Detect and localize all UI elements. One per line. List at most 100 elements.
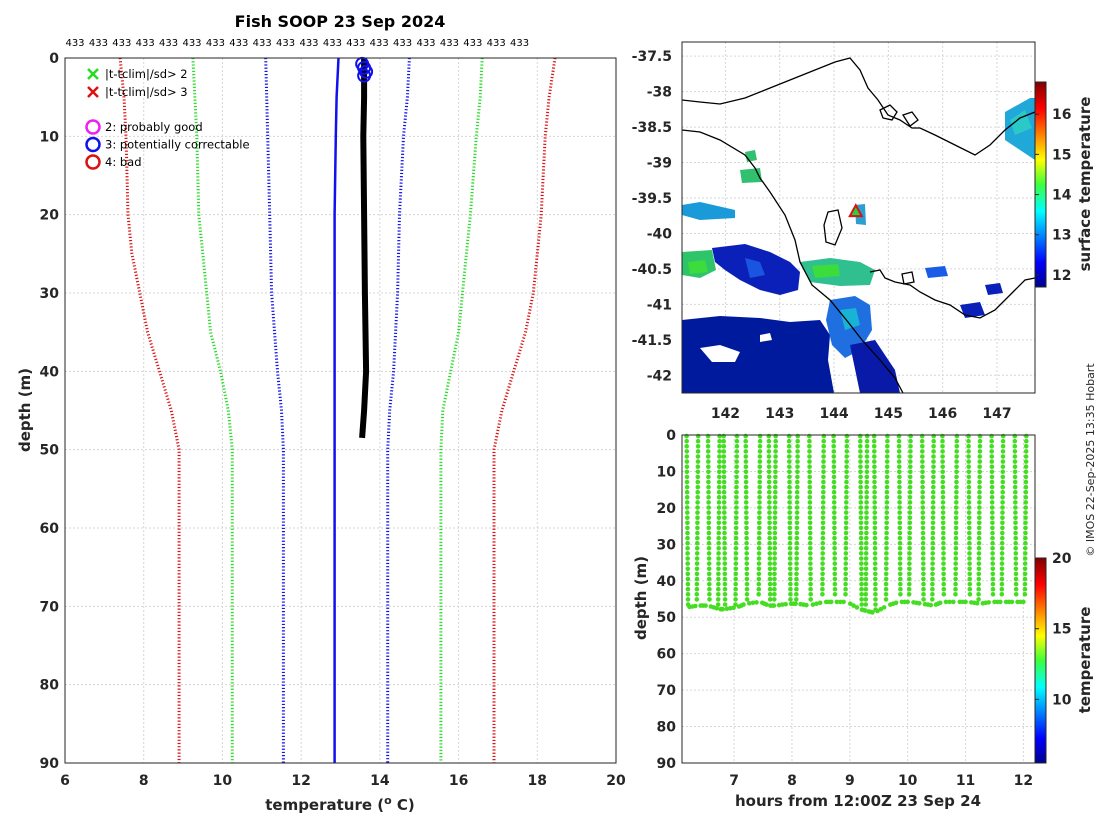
timeseries-point [843, 551, 849, 556]
timeseries-point [896, 444, 902, 449]
timeseries-point [716, 535, 721, 541]
timeseries-point [685, 510, 690, 515]
timeseries-point [744, 566, 750, 572]
timeseries-point [864, 489, 869, 495]
timeseries-point [703, 603, 708, 608]
timeseries-point [685, 561, 690, 566]
timeseries-point [717, 469, 722, 475]
timeseries-point [1022, 571, 1028, 577]
timeseries-point [920, 459, 925, 464]
timeseries-point [843, 515, 849, 520]
timeseries-point [907, 566, 912, 572]
timeseries-point [844, 433, 850, 439]
timeseries-point [966, 479, 972, 485]
legend-circle-marker [85, 154, 101, 170]
timeseries-point [694, 581, 700, 587]
timeseries-point [908, 454, 913, 459]
timeseries-point [897, 500, 902, 505]
timeseries-point [685, 576, 691, 582]
timeseries-point [884, 535, 889, 541]
timeseries-point [907, 515, 913, 520]
timeseries-point [859, 602, 864, 607]
timeseries-point [843, 592, 848, 597]
credit-text: © IMOS 22-Sep-2025 13:35 Hobart [1084, 363, 1097, 557]
timeseries-point [716, 551, 721, 556]
timeseries-point [863, 597, 869, 602]
timeseries-point [721, 464, 727, 470]
timeseries-point [919, 433, 925, 439]
timeseries-point [716, 510, 722, 515]
timeseries-point [1000, 520, 1005, 526]
timeseries-ytick-label: 0 [666, 428, 676, 444]
timeseries-point [990, 510, 995, 515]
timeseries-point [788, 592, 793, 597]
timeseries-point [794, 556, 799, 561]
timeseries-point [733, 571, 739, 577]
timeseries-point [907, 495, 913, 500]
timeseries-point [767, 535, 772, 541]
timeseries-point [999, 556, 1005, 561]
timeseries-point [1023, 551, 1028, 556]
timeseries-point [714, 606, 719, 611]
timeseries-point [977, 495, 982, 500]
timeseries-point [1013, 561, 1019, 566]
timeseries-point [873, 581, 878, 587]
timeseries-point [684, 479, 690, 485]
timeseries-point [734, 484, 739, 490]
timeseries-point [977, 489, 982, 495]
profile-top-label: 433 [159, 38, 178, 49]
timeseries-point [953, 566, 958, 572]
timeseries-point [883, 592, 889, 597]
timeseries-point [989, 449, 994, 454]
timeseries-point [920, 500, 925, 505]
timeseries-point [788, 586, 793, 592]
timeseries-ytick-label: 60 [657, 647, 677, 663]
map-ytick-label: -40.5 [632, 262, 672, 278]
timeseries-point [1000, 525, 1005, 531]
map-ytick-label: -41.5 [632, 333, 672, 349]
timeseries-point [772, 592, 777, 597]
timeseries-point [706, 540, 712, 546]
timeseries-point [695, 530, 700, 536]
timeseries-point [695, 433, 701, 439]
timeseries-point [773, 464, 778, 470]
timeseries-point [864, 433, 870, 439]
timeseries-point [954, 459, 959, 464]
timeseries-point [967, 530, 972, 536]
profile-series-profiles [359, 58, 370, 439]
timeseries-point [930, 597, 935, 602]
timeseries-point [919, 438, 925, 444]
timeseries-point [872, 556, 878, 561]
profile-xtick-label: 18 [528, 773, 547, 789]
timeseries-point [820, 561, 825, 566]
timeseries-point [722, 586, 728, 592]
timeseries-point [977, 449, 983, 454]
timeseries-point [684, 438, 689, 444]
timeseries-point [872, 479, 877, 485]
timeseries-point [1013, 495, 1018, 500]
timeseries-point [694, 546, 700, 551]
profile-top-label: 433 [299, 38, 318, 49]
timeseries-point [772, 515, 778, 520]
timeseries-point [820, 546, 826, 551]
timeseries-point [966, 464, 971, 470]
timeseries-point [953, 561, 958, 566]
timeseries-point [940, 484, 946, 490]
timeseries-point [787, 474, 792, 480]
timeseries-point [795, 459, 800, 464]
timeseries-point [767, 576, 773, 582]
timeseries-point [908, 444, 913, 449]
map-panel: 142 143 144 145 146 147 -37.5 -38 -38.5 -39 -39.5… [632, 41, 1094, 422]
timeseries-point [1023, 520, 1028, 526]
timeseries-point [897, 571, 903, 577]
timeseries-point [716, 561, 721, 566]
timeseries-point [744, 515, 749, 520]
timeseries-point [953, 525, 959, 531]
timeseries-point [898, 576, 903, 582]
timeseries-point [706, 484, 711, 490]
timeseries-point [872, 566, 878, 572]
timeseries-point [721, 500, 727, 505]
timeseries-point [907, 525, 913, 531]
timeseries-point [1023, 500, 1028, 505]
legend-circle-marker [85, 136, 101, 153]
